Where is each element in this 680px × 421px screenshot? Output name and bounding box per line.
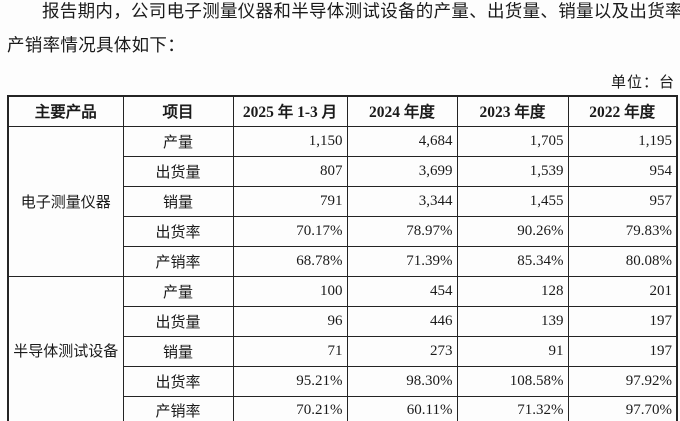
value-cell: 791 (232, 185, 348, 217)
value-cell: 1,195 (567, 125, 678, 157)
table-row: 电子测量仪器 产量 1,150 4,684 1,705 1,195 (7, 125, 678, 277)
item-cell: 产销率 (122, 245, 234, 277)
value-cell: 128 (456, 275, 569, 307)
item-cell: 出货率 (122, 215, 234, 247)
col-header-2022: 2022 年度 (567, 95, 678, 127)
value-cell: 139 (456, 305, 569, 337)
table-row: 产销率 68.78% 71.39% 85.34% 80.08% (8, 245, 678, 277)
table-row: 销量 71 273 91 197 (8, 335, 678, 367)
production-sales-table: 主要产品 项目 2025 年 1-3 月 2024 年度 2023 年度 202… (7, 95, 678, 421)
value-cell: 96 (232, 305, 348, 337)
item-cell: 出货量 (122, 155, 234, 187)
unit-label: 单位：台 (610, 75, 675, 91)
value-cell: 98.30% (346, 365, 458, 397)
value-cell: 60.11% (346, 395, 458, 421)
table-row: 出货量 807 3,699 1,539 954 (8, 155, 678, 187)
table-header-row: 主要产品 项目 2025 年 1-3 月 2024 年度 2023 年度 202… (7, 95, 678, 127)
col-header-product: 主要产品 (7, 95, 124, 127)
value-cell: 79.83% (567, 215, 678, 247)
value-cell: 71.32% (456, 395, 569, 421)
value-cell: 70.17% (232, 215, 348, 247)
table-row: 产销率 70.21% 60.11% 71.32% 97.70% (8, 395, 678, 421)
intro-paragraph: 报告期内，公司电子测量仪器和半导体测试设备的产量、出货量、销量以及出货率、 产销… (7, 0, 680, 62)
table-row: 出货量 96 446 139 197 (8, 305, 678, 337)
intro-line-1: 报告期内，公司电子测量仪器和半导体测试设备的产量、出货量、销量以及出货率、 (42, 1, 680, 21)
value-cell: 1,150 (232, 125, 348, 157)
table-row: 半导体测试设备 产量 100 454 128 201 (7, 275, 678, 421)
value-cell: 71.39% (346, 245, 458, 277)
col-header-2024: 2024 年度 (346, 95, 458, 127)
value-cell: 957 (567, 185, 678, 217)
col-header-2023: 2023 年度 (456, 95, 569, 127)
value-cell: 97.70% (567, 395, 678, 421)
item-cell: 销量 (122, 335, 234, 367)
value-cell: 4,684 (346, 125, 458, 157)
value-cell: 3,344 (346, 185, 458, 217)
item-cell: 出货量 (122, 305, 234, 337)
value-cell: 807 (232, 155, 348, 187)
item-cell: 产量 (122, 275, 234, 307)
col-header-item: 项目 (122, 95, 234, 127)
value-cell: 71 (232, 335, 348, 367)
table-row: 销量 791 3,344 1,455 957 (8, 185, 678, 217)
value-cell: 90.26% (456, 215, 569, 247)
value-cell: 70.21% (232, 395, 348, 421)
intro-line-2: 产销率情况具体如下： (7, 35, 185, 55)
item-cell: 产销率 (122, 395, 234, 421)
value-cell: 197 (567, 335, 678, 367)
value-cell: 1,455 (456, 185, 569, 217)
item-cell: 出货率 (122, 365, 234, 397)
value-cell: 197 (567, 305, 678, 337)
value-cell: 78.97% (346, 215, 458, 247)
value-cell: 100 (232, 275, 348, 307)
item-cell: 产量 (122, 125, 234, 157)
product-cell-electronic: 电子测量仪器 (7, 125, 124, 277)
value-cell: 446 (346, 305, 458, 337)
value-cell: 91 (456, 335, 569, 367)
value-cell: 454 (346, 275, 458, 307)
value-cell: 108.58% (456, 365, 569, 397)
value-cell: 80.08% (567, 245, 678, 277)
value-cell: 954 (567, 155, 678, 187)
value-cell: 3,699 (346, 155, 458, 187)
value-cell: 68.78% (232, 245, 348, 277)
value-cell: 85.34% (456, 245, 569, 277)
table-row: 出货率 70.17% 78.97% 90.26% 79.83% (8, 215, 678, 247)
value-cell: 273 (346, 335, 458, 367)
product-cell-semiconductor: 半导体测试设备 (7, 275, 124, 421)
col-header-2025q1: 2025 年 1-3 月 (232, 95, 348, 127)
value-cell: 97.92% (567, 365, 678, 397)
item-cell: 销量 (122, 185, 234, 217)
value-cell: 1,539 (456, 155, 569, 187)
value-cell: 1,705 (456, 125, 569, 157)
value-cell: 95.21% (232, 365, 348, 397)
value-cell: 201 (567, 275, 678, 307)
